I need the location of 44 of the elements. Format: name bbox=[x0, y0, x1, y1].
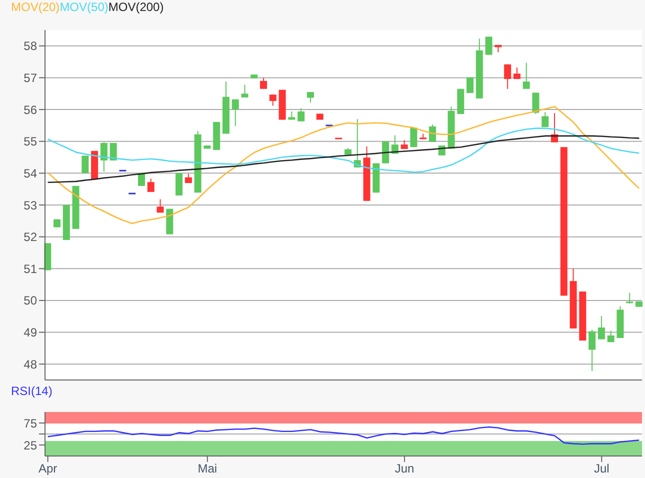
candlestick bbox=[382, 140, 390, 164]
x-tick-label: Mai bbox=[198, 462, 218, 476]
text: RSI(14) bbox=[11, 384, 52, 398]
y-tick-label: 49 bbox=[24, 326, 38, 340]
candlestick bbox=[156, 198, 164, 214]
y-tick-label: 25 bbox=[24, 438, 38, 452]
text: MOV(50) bbox=[60, 0, 108, 14]
candlestick bbox=[504, 64, 512, 90]
candlestick bbox=[588, 329, 596, 372]
line-series bbox=[47, 106, 640, 224]
candlestick bbox=[532, 92, 540, 114]
x-tick-label: Jul bbox=[594, 462, 610, 476]
y-tick-label: 54 bbox=[24, 166, 38, 180]
candlestick bbox=[232, 98, 239, 127]
y-tick-label: 58 bbox=[24, 39, 38, 54]
candlestick bbox=[241, 84, 248, 98]
candlestick bbox=[306, 92, 314, 104]
x-tick-label: Apr bbox=[38, 462, 58, 476]
y-tick-label: 50 bbox=[24, 294, 38, 308]
y-tick-label: 55 bbox=[24, 134, 38, 149]
candlestick bbox=[176, 172, 183, 196]
candlestick bbox=[522, 62, 530, 90]
y-tick-label: 75 bbox=[24, 416, 38, 430]
candlestick bbox=[100, 142, 108, 172]
candlestick bbox=[269, 94, 276, 106]
line-series bbox=[47, 135, 640, 184]
candlestick bbox=[542, 112, 549, 128]
y-tick-label: 57 bbox=[24, 70, 38, 85]
candlestick bbox=[82, 155, 89, 174]
y-tick-label: 51 bbox=[24, 262, 38, 276]
candlestick bbox=[260, 77, 268, 90]
text: MOV(20) bbox=[11, 0, 60, 14]
candlestick bbox=[598, 316, 605, 340]
y-tick-label: 56 bbox=[24, 102, 38, 117]
line-series bbox=[47, 426, 640, 445]
text: MOV(200) bbox=[108, 0, 164, 14]
candlestick bbox=[298, 108, 305, 122]
candlestick bbox=[485, 36, 492, 56]
y-tick-label: 53 bbox=[24, 198, 38, 212]
candlestick bbox=[147, 178, 154, 192]
y-tick-label: 52 bbox=[24, 230, 38, 244]
x-tick-label: Jun bbox=[394, 462, 414, 476]
candlestick bbox=[626, 292, 634, 304]
y-tick-label: 48 bbox=[24, 357, 38, 372]
